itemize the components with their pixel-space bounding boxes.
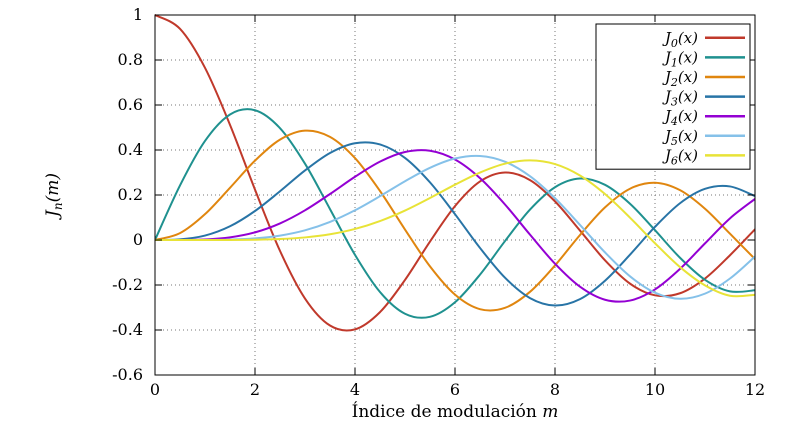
tick-marks xyxy=(154,14,756,376)
y-tick-label: 1 xyxy=(133,5,143,24)
x-tick-label: 10 xyxy=(645,380,665,399)
legend: J0(x)J1(x)J2(x)J3(x)J4(x)J5(x)J6(x) xyxy=(595,23,751,170)
legend-label: J3(x) xyxy=(662,88,698,109)
x-tick-label: 0 xyxy=(150,380,160,399)
legend-label: J2(x) xyxy=(662,68,698,89)
legend-label: J0(x) xyxy=(662,29,698,50)
x-tick-label: 12 xyxy=(745,380,765,399)
x-tick-label: 2 xyxy=(250,380,260,399)
x-axis-label: Índice de modulación m xyxy=(352,401,559,422)
legend-label: J5(x) xyxy=(662,127,698,148)
y-tick-label: -0.6 xyxy=(112,365,143,384)
legend-item: J5(x) xyxy=(662,127,745,148)
series-curves xyxy=(155,14,755,332)
y-axis-label: Jn(m) xyxy=(43,173,65,220)
series-line-j3 xyxy=(155,141,755,307)
y-tick-label: -0.2 xyxy=(112,275,143,294)
series-line-j6 xyxy=(155,159,755,298)
legend-item: J1(x) xyxy=(662,48,745,69)
y-tick-label: 0.8 xyxy=(118,50,143,69)
legend-label: J1(x) xyxy=(662,48,698,69)
legend-item: J4(x) xyxy=(662,107,745,128)
series-line-j2 xyxy=(155,129,755,312)
series-line-j0 xyxy=(155,14,755,332)
y-tick-label: 0.4 xyxy=(118,140,143,159)
x-tick-label: 4 xyxy=(350,380,360,399)
y-tick-label: 0 xyxy=(133,230,143,249)
x-tick-label: 6 xyxy=(450,380,460,399)
legend-item: J2(x) xyxy=(662,68,745,89)
legend-label: J6(x) xyxy=(662,146,698,167)
x-tick-label: 8 xyxy=(550,380,560,399)
legend-label: J4(x) xyxy=(662,107,698,128)
tick-labels: 0 2 4 6 8 10 12 -0.6 -0.4 -0.2 0 0.2 0.4 0.6 0.8 1 xyxy=(112,5,765,399)
y-tick-label: 0.6 xyxy=(118,95,143,114)
y-tick-label: 0.2 xyxy=(118,185,143,204)
legend-item: J0(x) xyxy=(662,29,745,50)
series-line-j5 xyxy=(155,154,755,300)
legend-item: J3(x) xyxy=(662,88,745,109)
y-tick-label: -0.4 xyxy=(112,320,143,339)
series-line-j1 xyxy=(155,108,755,319)
legend-item: J6(x) xyxy=(662,146,745,167)
